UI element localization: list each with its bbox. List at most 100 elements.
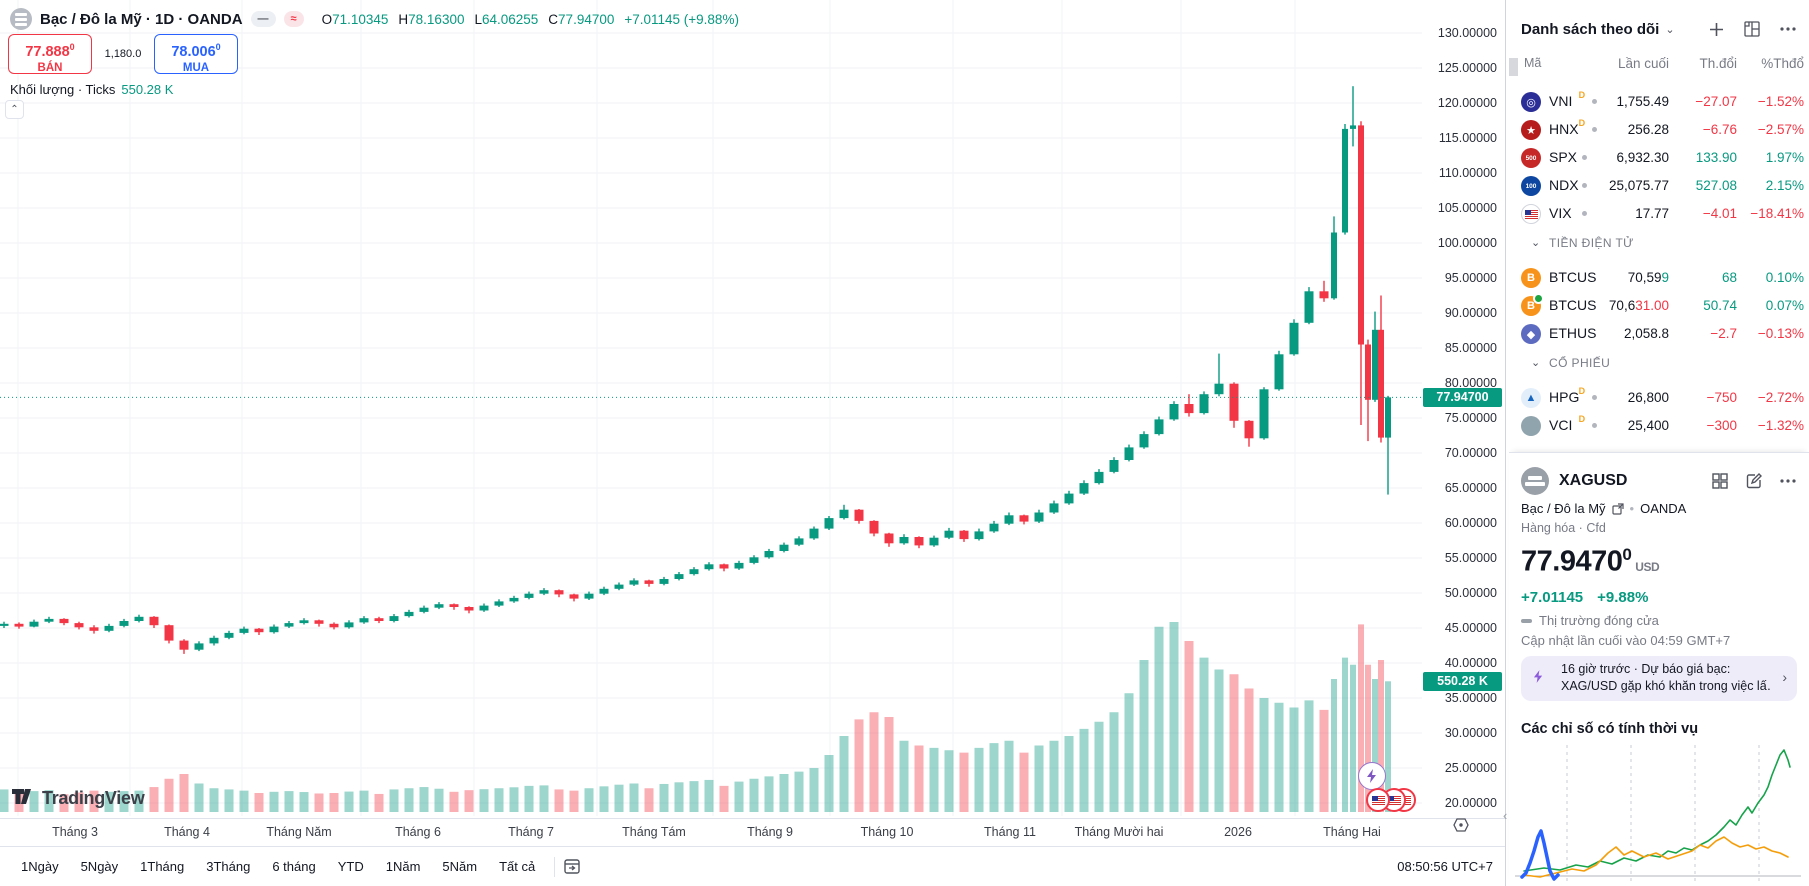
volume-bar [1154, 626, 1164, 812]
watchlist-title[interactable]: Danh sách theo dõi [1521, 20, 1660, 38]
candle [479, 605, 489, 611]
status-dot [1581, 155, 1587, 160]
chevron-right-icon[interactable]: › [1782, 669, 1787, 685]
detail-symbol[interactable]: XAGUSD [1559, 472, 1628, 489]
candle [914, 537, 924, 546]
last-price: 1,755.49 [1616, 94, 1669, 109]
more-options-icon[interactable] [1779, 26, 1797, 32]
watchlist-row-hnx[interactable]: ★ HNX D 256.28 −6.76 −2.57% [1509, 116, 1809, 144]
volume-bar [1064, 736, 1074, 812]
watchlist-row-hpg[interactable]: ▲ HPG D 26,800 −750 −2.72% [1509, 384, 1809, 412]
candle [59, 618, 69, 624]
go-to-date-calendar-icon[interactable] [563, 857, 582, 876]
volume-indicator-row[interactable]: Khối lượng · Ticks 550.28 K [10, 82, 173, 97]
panel-divider[interactable] [1505, 0, 1506, 886]
symbol-icon: B [1521, 268, 1541, 288]
symbol-title[interactable]: Bạc / Đô la Mỹ · 1D · OANDA [40, 10, 243, 28]
candle [659, 579, 669, 584]
volume-bar [719, 785, 729, 812]
watchlist-row-vni[interactable]: ◎ VNI D 1,755.49 −27.07 −1.52% [1509, 88, 1809, 116]
tradingview-logo[interactable]: TradingView [12, 788, 145, 809]
watchlist-section-header[interactable]: ⌄ CỔ PHIẾU [1531, 356, 1611, 370]
range-button-5ngày[interactable]: 5Ngày [80, 859, 119, 874]
price-scale-settings-icon[interactable] [1452, 816, 1470, 839]
candle [824, 518, 834, 529]
watchlist-row-spx[interactable]: 500 SPX 6,932.30 133.90 1.97% [1509, 144, 1809, 172]
status-dot [1591, 99, 1597, 104]
status-dot [1591, 127, 1597, 132]
volume-bar [704, 779, 714, 812]
price-tick: 60.00000 [1444, 516, 1497, 530]
range-button-5năm[interactable]: 5Năm [442, 859, 478, 874]
volume-bar [314, 793, 324, 812]
seasonal-mini-chart[interactable] [1509, 741, 1809, 886]
candle [539, 590, 549, 594]
chevron-down-icon[interactable]: ⌄ [1665, 23, 1675, 36]
candle [929, 537, 939, 546]
market-closed-icon [1521, 618, 1532, 623]
range-button-6tháng[interactable]: 6 tháng [272, 859, 316, 874]
ohlc-values: O71.10345 H78.16300 L64.06255 C77.94700 +7.0… [322, 12, 739, 27]
collapse-chevron-button[interactable]: ⌃ [5, 100, 24, 119]
buy-button[interactable]: 78.0060 MUA [154, 34, 238, 74]
approx-pill-icon[interactable]: ≈ [283, 11, 304, 27]
price-axis[interactable]: 130.00000 125.00000 120.00000 115.00000 110.… [1422, 0, 1505, 816]
range-button-1ngày[interactable]: 1Ngày [21, 859, 59, 874]
session-clock[interactable]: 08:50:56 UTC+7 [1397, 859, 1493, 874]
add-symbol-button[interactable] [1708, 21, 1725, 38]
sell-button[interactable]: 77.8880 BÁN [8, 34, 92, 74]
candlestick-chart[interactable] [0, 0, 1422, 818]
col-symbol[interactable]: Mã [1524, 56, 1542, 70]
volume-bar [494, 788, 504, 812]
volume-bar [509, 787, 519, 812]
change-percent: 2.15% [1765, 178, 1804, 193]
seasonal-series-green [1523, 749, 1791, 872]
time-axis[interactable]: Tháng 3 Tháng 4 Tháng Năm Tháng 6 Tháng 7 Thá… [0, 818, 1505, 846]
news-card[interactable]: 16 giờ trước · Dự báo giá bạc: XAG/USD g… [1521, 656, 1797, 701]
range-button-3tháng[interactable]: 3Tháng [206, 859, 251, 874]
ohlc-item: L64.06255 [474, 11, 539, 27]
chevron-left-icon[interactable]: ‹ [1503, 808, 1508, 823]
drag-handle[interactable] [1509, 58, 1518, 76]
last-price: 26,800 [1627, 390, 1669, 405]
volume-bar [1079, 728, 1089, 812]
layout-grid-icon[interactable] [1743, 20, 1761, 38]
volume-bar [89, 790, 99, 812]
volume-bar [944, 750, 954, 812]
change-value: −4.01 [1702, 206, 1737, 221]
more-options-icon[interactable] [1779, 478, 1797, 484]
candle [359, 618, 369, 623]
symbol-name: BTCUS [1549, 269, 1597, 285]
grid-view-icon[interactable] [1711, 472, 1729, 490]
detail-subtitle[interactable]: Bạc / Đô la Mỹ [1521, 501, 1606, 516]
range-button-1năm[interactable]: 1Năm [385, 859, 421, 874]
watchlist-row-btcus[interactable]: B BTCUS 70,599 68 0.10% [1509, 264, 1809, 292]
time-tick: Tháng 6 [395, 825, 441, 839]
candle [1358, 125, 1364, 345]
watchlist-row-ndx[interactable]: 100 NDX 25,075.77 527.08 2.15% [1509, 172, 1809, 200]
detail-exchange[interactable]: OANDA [1640, 501, 1687, 516]
range-button-1tháng[interactable]: 1Tháng [140, 859, 185, 874]
col-change[interactable]: Th.đổi [1699, 56, 1737, 71]
watchlist-row-ethus[interactable]: ◆ ETHUS 2,058.8 −2.7 −0.13% [1509, 320, 1809, 348]
edit-icon[interactable] [1745, 472, 1763, 490]
volume-bar [1229, 674, 1239, 812]
volume-bar [899, 740, 909, 812]
external-link-icon[interactable] [1611, 502, 1624, 515]
minus-pill-icon[interactable]: — [250, 11, 276, 27]
symbol-icon: 500 [1521, 148, 1541, 168]
reactions-flag-button[interactable] [1366, 788, 1390, 812]
candle [809, 528, 819, 539]
boost-lightning-button[interactable] [1358, 762, 1386, 790]
symbol-avatar [1521, 467, 1549, 495]
watchlist-row-btcus[interactable]: B BTCUS 70,631.00 50.74 0.07% [1509, 292, 1809, 320]
last-volume-badge: 550.28 K [1423, 672, 1502, 691]
watchlist-section-header[interactable]: ⌄ TIỀN ĐIỆN TỬ [1531, 236, 1634, 250]
watchlist-row-vci[interactable]: VCI D 25,400 −300 −1.32% [1509, 412, 1809, 440]
volume-bar [884, 717, 894, 812]
watchlist-row-vix[interactable]: VIX 17.77 −4.01 −18.41% [1509, 200, 1809, 228]
col-last[interactable]: Lần cuối [1617, 56, 1669, 71]
range-button-tấtcả[interactable]: Tất cả [499, 859, 536, 874]
range-button-ytd[interactable]: YTD [337, 859, 364, 874]
col-change-pct[interactable]: %Thđổ [1761, 56, 1804, 71]
